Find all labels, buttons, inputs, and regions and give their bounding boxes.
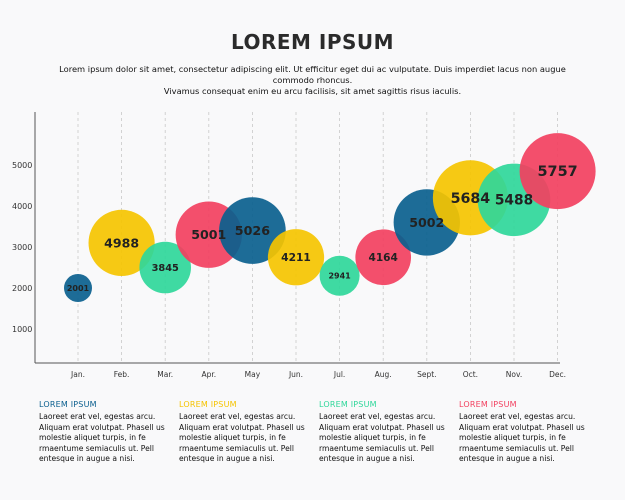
x-tick-label: Aug. <box>375 370 392 379</box>
bubble <box>519 133 596 210</box>
bubble <box>267 229 325 286</box>
bubble-value-label: 4988 <box>104 235 139 250</box>
x-tick-label: Apr. <box>201 370 216 379</box>
x-tick-label: Jun. <box>288 370 303 379</box>
page-title: LOREM IPSUM <box>230 30 395 54</box>
info-column-3: LOREM IPSUM Laoreet erat vel, egestas ar… <box>319 400 454 465</box>
bubble <box>63 273 93 303</box>
bubble <box>139 241 191 294</box>
info-text: Laoreet erat vel, egestas arcu. Aliquam … <box>39 412 165 464</box>
bubble-value-label: 5488 <box>495 193 533 209</box>
x-tick-label: Jan. <box>70 370 85 379</box>
info-heading: LOREM IPSUM <box>179 400 237 409</box>
bubble-value-label: 5757 <box>538 164 578 180</box>
x-tick-label: Oct. <box>463 370 478 379</box>
y-tick-label: 5000 <box>12 161 32 170</box>
bubble-value-label: 5684 <box>451 191 491 207</box>
x-tick-label: Jul. <box>333 370 345 379</box>
info-column-1: LOREM IPSUM Laoreet erat vel, egestas ar… <box>39 400 174 465</box>
x-tick-label: Nov. <box>506 370 522 379</box>
info-heading: LOREM IPSUM <box>319 400 377 409</box>
bubble-value-label: 5026 <box>235 223 270 238</box>
x-tick-label: Dec. <box>549 370 566 379</box>
info-heading: LOREM IPSUM <box>39 400 97 409</box>
bubble-value-label: 3845 <box>152 263 179 274</box>
y-tick-label: 4000 <box>12 202 32 211</box>
bubble-value-label: 2941 <box>328 272 351 281</box>
info-heading: LOREM IPSUM <box>459 400 517 409</box>
bubble-labels: 2001 4988 3845 5001 5026 4211 2941 4164 5002 5684… <box>67 164 578 293</box>
y-tick-labels: 1000 2000 3000 4000 5000 <box>12 161 32 334</box>
info-text: Laoreet erat vel, egestas arcu. Aliquam … <box>459 412 585 464</box>
bubble-value-label: 4211 <box>281 251 311 264</box>
x-tick-label: Feb. <box>114 370 130 379</box>
bubbles <box>63 133 596 303</box>
bubble-value-label: 5001 <box>191 227 226 242</box>
info-columns: LOREM IPSUM Laoreet erat vel, egestas ar… <box>0 400 625 490</box>
bubble-value-label: 5002 <box>409 215 444 230</box>
y-tick-label: 2000 <box>12 284 32 293</box>
bubble-chart: 1000 2000 3000 4000 5000 Jan. Feb. Mar. Apr. May… <box>12 112 596 379</box>
info-text: Laoreet erat vel, egestas arcu. Aliquam … <box>319 412 445 464</box>
bubble-value-label: 2001 <box>67 284 90 293</box>
page-subtitle: Lorem ipsum dolor sit amet, consectetur … <box>40 64 585 97</box>
bubble <box>319 255 360 296</box>
info-text: Laoreet erat vel, egestas arcu. Aliquam … <box>179 412 305 464</box>
x-tick-label: May <box>245 370 261 379</box>
bubble <box>219 197 286 264</box>
info-column-2: LOREM IPSUM Laoreet erat vel, egestas ar… <box>179 400 314 465</box>
y-tick-label: 3000 <box>12 243 32 252</box>
y-tick-label: 1000 <box>12 325 32 334</box>
x-tick-label: Mar. <box>157 370 173 379</box>
x-tick-label: Sept. <box>417 370 436 379</box>
bubble-value-label: 4164 <box>368 252 397 264</box>
bubble <box>88 209 155 276</box>
info-column-4: LOREM IPSUM Laoreet erat vel, egestas ar… <box>459 400 594 465</box>
subtitle-line-1: Lorem ipsum dolor sit amet, consectetur … <box>59 64 566 85</box>
bubble <box>355 229 412 286</box>
x-tick-labels: Jan. Feb. Mar. Apr. May Jun. Jul. Aug. Sept. Oct.… <box>70 370 566 379</box>
chart-axes <box>34 112 560 364</box>
subtitle-line-2: Vivamus consequat enim eu arcu facilisis… <box>163 86 462 96</box>
